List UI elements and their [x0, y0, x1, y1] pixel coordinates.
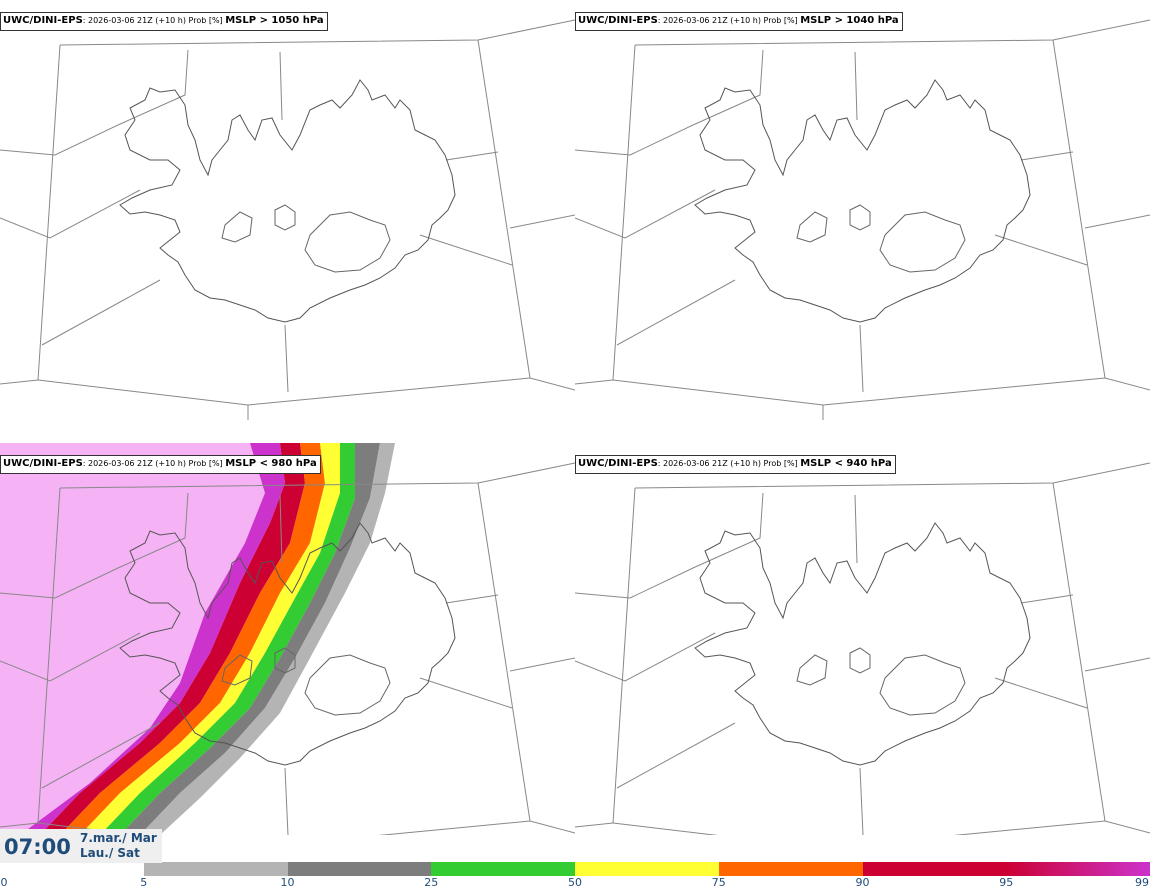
model-name: UWC/DINI-EPS	[578, 458, 658, 469]
colorbar-segment	[287, 862, 432, 876]
valid-date-line1: 7.mar./ Mar	[80, 831, 157, 845]
colorbar-tick: 75	[711, 876, 726, 889]
probability-field	[0, 443, 575, 835]
colorbar-segment	[0, 862, 144, 876]
panel-title: UWC/DINI-EPS: 2026-03-06 21Z (+10 h) Pro…	[575, 12, 903, 31]
basemap-iceland	[575, 19, 1150, 420]
model-name: UWC/DINI-EPS	[3, 15, 83, 26]
model-name: UWC/DINI-EPS	[3, 458, 83, 469]
colorbar: 0 5 10 25 50 75 90 95 99	[0, 862, 1150, 891]
basemap-iceland	[575, 462, 1150, 835]
colorbar-tick: 10	[280, 876, 295, 889]
model-name: UWC/DINI-EPS	[578, 15, 658, 26]
colorbar-tick: 0	[0, 876, 8, 889]
colorbar-tick: 99	[1135, 876, 1149, 889]
parameter: MSLP < 980 hPa	[225, 458, 317, 469]
prob-band-99	[0, 443, 270, 835]
valid-date: 7.mar./ Mar Lau./ Sat	[80, 831, 157, 861]
basemap-iceland	[0, 19, 575, 420]
panel-title: UWC/DINI-EPS: 2026-03-06 21Z (+10 h) Pro…	[575, 455, 896, 474]
valid-time-box: 07:00 7.mar./ Mar Lau./ Sat	[0, 829, 162, 863]
colorbar-tick: 90	[855, 876, 870, 889]
valid-time: 07:00	[4, 835, 71, 859]
parameter: MSLP > 1040 hPa	[800, 15, 899, 26]
panel-title: UWC/DINI-EPS: 2026-03-06 21Z (+10 h) Pro…	[0, 12, 328, 31]
colorbar-tick: 25	[424, 876, 439, 889]
colorbar-segment	[1006, 862, 1150, 876]
run-meta: : 2026-03-06 21Z (+10 h) Prob [%]	[82, 16, 226, 25]
panel-title: UWC/DINI-EPS: 2026-03-06 21Z (+10 h) Pro…	[0, 455, 321, 474]
colorbar-segment	[143, 862, 288, 876]
run-meta: : 2026-03-06 21Z (+10 h) Prob [%]	[82, 459, 226, 468]
colorbar-tick: 5	[140, 876, 148, 889]
parameter: MSLP < 940 hPa	[800, 458, 892, 469]
map-panel-mslp-gt-1050: UWC/DINI-EPS: 2026-03-06 21Z (+10 h) Pro…	[0, 0, 575, 420]
colorbar-segment	[862, 862, 1007, 876]
colorbar-tick: 95	[999, 876, 1014, 889]
map-panel-mslp-lt-980: UWC/DINI-EPS: 2026-03-06 21Z (+10 h) Pro…	[0, 443, 575, 835]
run-meta: : 2026-03-06 21Z (+10 h) Prob [%]	[657, 459, 801, 468]
valid-date-line2: Lau./ Sat	[80, 846, 140, 860]
map-panel-mslp-gt-1040: UWC/DINI-EPS: 2026-03-06 21Z (+10 h) Pro…	[575, 0, 1150, 420]
parameter: MSLP > 1050 hPa	[225, 15, 324, 26]
colorbar-segment	[431, 862, 575, 876]
run-meta: : 2026-03-06 21Z (+10 h) Prob [%]	[657, 16, 801, 25]
colorbar-segment	[718, 862, 863, 876]
colorbar-tick: 50	[568, 876, 582, 889]
colorbar-segment	[575, 862, 719, 876]
map-panel-mslp-lt-940: UWC/DINI-EPS: 2026-03-06 21Z (+10 h) Pro…	[575, 443, 1150, 835]
